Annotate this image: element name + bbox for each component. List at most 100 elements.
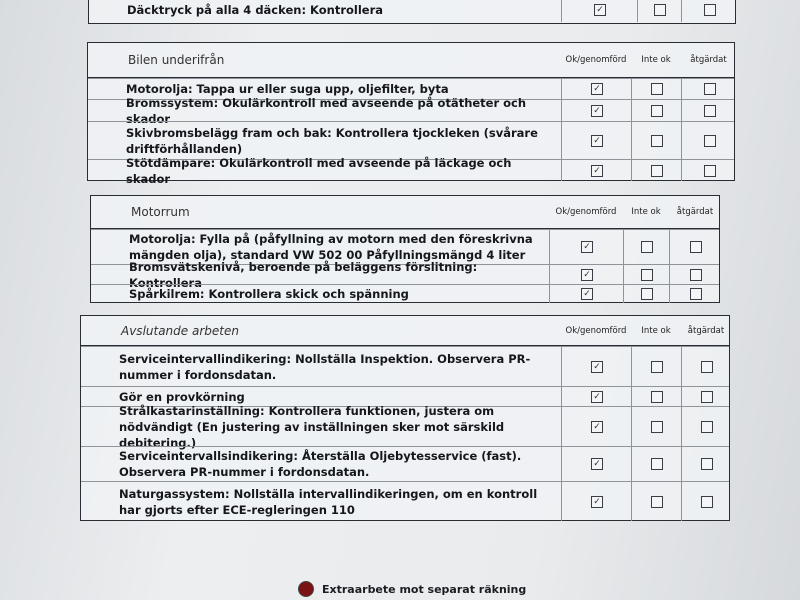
cell-fixed	[669, 230, 722, 264]
column-header-not-ok: Inte ok	[631, 207, 661, 217]
checkmark-icon: ✓	[583, 289, 591, 299]
row-label: Bromsvätskenivå, beroende på beläggens f…	[129, 259, 478, 290]
column-header-ok: Ok/genomförd	[565, 325, 627, 336]
cell-fixed	[681, 407, 732, 446]
cell-not-ok	[631, 387, 682, 406]
table-row: Skivbromsbelägg fram och bak: Kontroller…	[88, 121, 734, 159]
cell-fixed	[681, 482, 732, 521]
checkbox-ok[interactable]: ✓	[591, 164, 603, 177]
checkmark-icon: ✓	[596, 5, 604, 15]
checkbox-ok[interactable]: ✓	[591, 134, 603, 147]
checkbox-fixed[interactable]	[690, 241, 702, 253]
checkmark-icon: ✓	[593, 421, 601, 432]
table-row: Serviceintervallindikering: Nollställa I…	[81, 346, 729, 386]
cell-not-ok	[637, 0, 682, 22]
checkbox-not-ok[interactable]	[641, 288, 653, 300]
checkbox-ok[interactable]: ✓	[591, 495, 603, 508]
checkbox-fixed[interactable]	[704, 4, 716, 16]
checkbox-fixed[interactable]	[690, 288, 702, 300]
cell-ok: ✓	[549, 230, 624, 264]
checkbox-not-ok[interactable]	[651, 390, 663, 403]
checkbox-fixed[interactable]	[703, 104, 716, 117]
cell-ok: ✓	[561, 79, 632, 99]
cell-ok: ✓	[549, 285, 624, 303]
cell-fixed	[681, 0, 738, 22]
checkbox-fixed[interactable]	[703, 164, 716, 177]
cell-not-ok	[631, 79, 682, 99]
cell-fixed	[669, 265, 722, 284]
checkbox-fixed[interactable]	[703, 83, 716, 95]
checkmark-icon: ✓	[593, 105, 601, 116]
checkbox-ok[interactable]: ✓	[581, 288, 593, 300]
extra-work-marker-icon	[298, 581, 314, 597]
checkbox-fixed[interactable]	[701, 495, 713, 508]
checkbox-fixed[interactable]	[701, 390, 713, 403]
checkbox-ok[interactable]: ✓	[591, 83, 603, 95]
checkmark-icon: ✓	[593, 165, 601, 176]
checkbox-not-ok[interactable]	[651, 83, 663, 95]
cell-fixed	[669, 285, 722, 303]
cell-not-ok	[623, 230, 670, 264]
checkbox-fixed[interactable]	[690, 268, 702, 281]
section-top-partial: Däcktryck på alla 4 däcken: Kontrollera ✓	[88, 0, 736, 24]
table-row: Serviceintervallsindikering: Återställa …	[81, 446, 729, 481]
checkbox-ok[interactable]: ✓	[594, 4, 606, 16]
cell-fixed	[681, 387, 732, 406]
checkbox-not-ok[interactable]	[651, 134, 663, 147]
column-header-not-ok: Inte ok	[641, 55, 671, 65]
cell-not-ok	[631, 100, 682, 121]
checkbox-ok[interactable]: ✓	[581, 268, 593, 281]
cell-not-ok	[631, 447, 682, 481]
column-header-fixed: åtgärdat	[690, 55, 727, 65]
checkbox-fixed[interactable]	[701, 458, 713, 470]
row-label: Serviceintervallsindikering: Återställa …	[119, 449, 522, 479]
cell-not-ok	[631, 482, 682, 521]
row-label: Skivbromsbelägg fram och bak: Kontroller…	[126, 125, 538, 156]
table-row: Däcktryck på alla 4 däcken: Kontrollera ✓	[89, 0, 735, 22]
row-label: Spårkilrem: Kontrollera skick och spänni…	[129, 287, 409, 301]
checkbox-ok[interactable]: ✓	[591, 390, 603, 403]
row-label: Bromssystem: Okulärkontroll med avseende…	[126, 95, 527, 126]
checkbox-ok[interactable]: ✓	[591, 458, 603, 470]
footer-text: Extraarbete mot separat räkning	[322, 582, 527, 596]
section-header: Bilen underifrån Ok/genomförd Inte ok åtgär…	[88, 43, 734, 78]
cell-fixed	[681, 79, 737, 99]
checkbox-not-ok[interactable]	[651, 360, 663, 373]
cell-fixed	[681, 100, 737, 121]
checkbox-ok[interactable]: ✓	[581, 241, 593, 253]
checkmark-icon: ✓	[593, 361, 601, 372]
checkbox-ok[interactable]: ✓	[591, 420, 603, 433]
checkbox-ok[interactable]: ✓	[591, 360, 603, 373]
row-label: Naturgassystem: Nollställa intervallindi…	[119, 486, 538, 517]
checkbox-not-ok[interactable]	[651, 164, 663, 177]
checkbox-fixed[interactable]	[701, 360, 713, 373]
checkbox-not-ok[interactable]	[651, 420, 663, 433]
cell-fixed	[681, 447, 732, 481]
footer-note: Extraarbete mot separat räkning	[298, 581, 526, 597]
checkbox-fixed[interactable]	[701, 420, 713, 433]
cell-ok: ✓	[561, 407, 632, 446]
cell-not-ok	[631, 347, 682, 386]
cell-ok: ✓	[561, 160, 632, 181]
checkbox-not-ok[interactable]	[651, 104, 663, 117]
column-header-ok: Ok/genomförd	[565, 55, 627, 65]
checkbox-not-ok[interactable]	[641, 241, 653, 253]
cell-ok: ✓	[561, 447, 632, 481]
column-header-fixed: åtgärdat	[676, 207, 714, 217]
table-row: Stötdämpare: Okulärkontroll med avseende…	[88, 156, 734, 186]
checkbox-not-ok[interactable]	[654, 4, 666, 16]
cell-ok: ✓	[561, 347, 632, 386]
row-label: Strålkastarinställning: Kontrollera funk…	[119, 403, 505, 450]
cell-fixed	[681, 347, 732, 386]
cell-not-ok	[623, 265, 670, 284]
section-title: Bilen underifrån	[128, 53, 225, 67]
section-header: Avslutande arbeten Ok/genomförd Inte ok åtg…	[81, 316, 729, 346]
section-header: Motorrum Ok/genomförd Inte ok åtgärdat	[91, 196, 719, 229]
cell-ok: ✓	[549, 265, 624, 284]
checkbox-not-ok[interactable]	[641, 268, 653, 281]
checkmark-icon: ✓	[593, 496, 601, 507]
checkbox-not-ok[interactable]	[651, 458, 663, 470]
checkbox-not-ok[interactable]	[651, 495, 663, 508]
checkbox-fixed[interactable]	[703, 134, 716, 147]
checkbox-ok[interactable]: ✓	[591, 104, 603, 117]
